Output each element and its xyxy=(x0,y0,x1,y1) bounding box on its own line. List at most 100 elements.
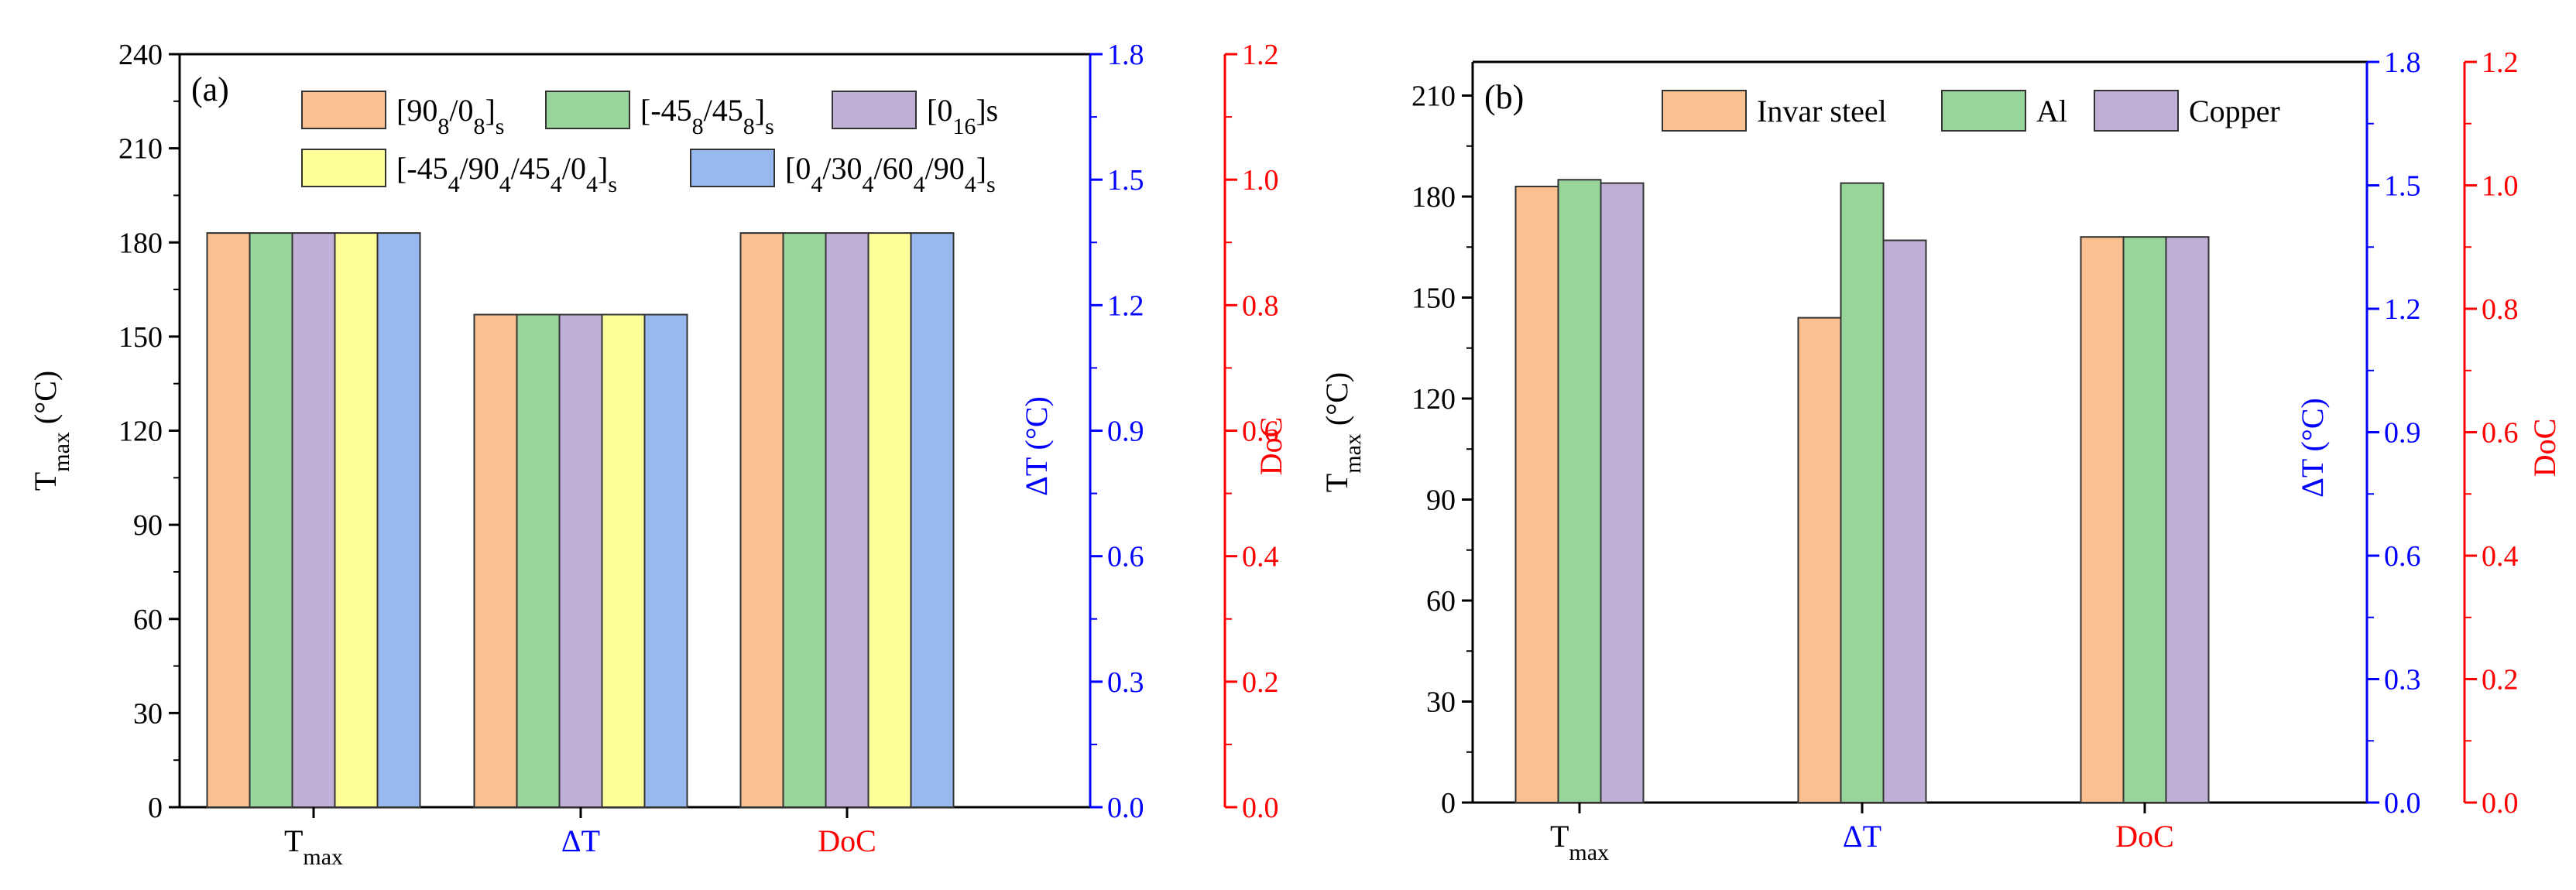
y3-tick-label: 0.0 xyxy=(2482,787,2519,820)
bar xyxy=(782,232,827,808)
legend-label-sub: 16 xyxy=(952,114,976,139)
legend-label-text: /0 xyxy=(449,93,473,128)
y3-tick-label: 0.0 xyxy=(1242,792,1279,824)
legend-label-sub: 8 xyxy=(743,114,755,139)
y3-tick-label: 0.2 xyxy=(1242,666,1279,699)
y3-tick-label: 0.2 xyxy=(2482,664,2519,697)
y-tick-label: 210 xyxy=(1411,80,1456,113)
legend-label-text: ]s xyxy=(976,93,998,128)
legend-swatch xyxy=(1662,90,1747,132)
y-axis-label-main: T xyxy=(1319,474,1354,492)
y-tick-label: 150 xyxy=(1411,282,1456,315)
y3-tick-label: 0.8 xyxy=(1242,289,1279,322)
x-tick-label: Tmax xyxy=(1550,819,1609,865)
bar xyxy=(739,232,784,808)
bar xyxy=(1557,179,1602,803)
bar xyxy=(1514,185,1559,803)
legend-label-text: [0 xyxy=(927,93,952,128)
y-tick-label: 90 xyxy=(133,509,163,542)
legend-swatch xyxy=(2094,90,2179,132)
legend-label-sub: 4 xyxy=(862,172,873,197)
y3-tick-label: 0.4 xyxy=(2482,540,2519,573)
x-tick-label: Tmax xyxy=(284,823,343,870)
legend-label-text: Copper xyxy=(2189,94,2280,128)
legend-label-sub: 4 xyxy=(965,172,976,197)
x-tick-label-main: DoC xyxy=(818,823,876,858)
legend-label: Copper xyxy=(2189,94,2280,128)
legend-label-sub: 4 xyxy=(811,172,822,197)
legend-label: [908/08]s xyxy=(396,93,504,139)
y3-axis-label: DoC xyxy=(1254,417,1288,476)
legend-label-sub: 4 xyxy=(448,172,460,197)
y-tick-label: 180 xyxy=(118,227,163,259)
legend-swatch xyxy=(545,91,630,129)
legend-label: [04/304/604/904]s xyxy=(785,151,996,197)
bar xyxy=(206,232,251,808)
y2-axis-label: ΔT (°C) xyxy=(1019,396,1054,496)
y2-tick-label: 1.5 xyxy=(2384,170,2421,203)
bar xyxy=(516,313,561,808)
legend-label-text: /60 xyxy=(873,151,913,186)
bar xyxy=(291,232,336,808)
legend-label-text: /45 xyxy=(511,151,551,186)
legend-swatch xyxy=(832,91,917,129)
y2-tick-label: 0.3 xyxy=(1107,666,1144,699)
y3-axis-label: DoC xyxy=(2527,419,2562,478)
x-tick-label-sub: max xyxy=(303,844,343,870)
bar xyxy=(1797,317,1842,804)
y-tick-label: 90 xyxy=(1426,484,1456,517)
bar xyxy=(1600,182,1645,804)
y2-axis-label: ΔT (°C) xyxy=(2295,398,2330,498)
legend-swatch xyxy=(690,149,775,187)
bar xyxy=(2080,236,2125,803)
y-axis-label-main: T xyxy=(28,472,63,491)
legend-label-text: /90 xyxy=(925,151,965,186)
y3-tick-label: 0.6 xyxy=(2482,417,2519,450)
y2-tick-label: 1.2 xyxy=(1107,289,1144,322)
legend-label-text: [-45 xyxy=(396,151,448,186)
x-tick-label: DoC xyxy=(818,823,876,858)
x-tick-label-main: T xyxy=(284,823,303,858)
x-tick-label: ΔT xyxy=(561,823,600,858)
legend-label-sub: s xyxy=(765,114,774,139)
legend-label-text: ] xyxy=(755,93,765,128)
x-tick-label: ΔT xyxy=(1843,819,1881,854)
y3-tick-label: 1.0 xyxy=(2482,170,2519,203)
y-tick-label: 0 xyxy=(1441,787,1456,820)
bar xyxy=(1840,182,1885,804)
y-axis-label-unit: (°C) xyxy=(1319,372,1354,433)
y-tick-label: 30 xyxy=(133,697,163,730)
y-tick-label: 30 xyxy=(1426,686,1456,719)
y3-tick-label: 0.4 xyxy=(1242,541,1279,573)
bar xyxy=(473,313,518,808)
x-tick-label-sub: max xyxy=(1569,840,1609,865)
legend-label-text: [-45 xyxy=(640,93,692,128)
legend-label: Invar steel xyxy=(1757,94,1887,128)
y-tick-label: 180 xyxy=(1411,181,1456,214)
legend-label-sub: 8 xyxy=(437,114,449,139)
y-axis-label-sub: max xyxy=(49,432,74,472)
legend-label-text: /30 xyxy=(822,151,862,186)
bar xyxy=(867,232,912,808)
legend-label-text: /0 xyxy=(562,151,586,186)
legend-label-sub: 4 xyxy=(499,172,511,197)
y-tick-label: 60 xyxy=(133,604,163,636)
legend-swatch xyxy=(301,149,386,187)
y2-tick-label: 0.6 xyxy=(2384,540,2421,573)
x-tick-label-main: ΔT xyxy=(561,823,600,858)
y3-tick-label: 1.0 xyxy=(1242,164,1279,197)
legend-swatch xyxy=(301,91,386,129)
x-tick-label: DoC xyxy=(2115,819,2174,854)
y-axis-label: Tmax (°C) xyxy=(1319,372,1366,492)
y2-tick-label: 0.0 xyxy=(1107,792,1144,824)
y2-tick-label: 0.9 xyxy=(1107,416,1144,448)
legend-label-text: [0 xyxy=(785,151,811,186)
bar xyxy=(2165,236,2210,803)
legend-swatch xyxy=(1941,90,2026,132)
legend-label: [016]s xyxy=(927,93,998,139)
bar xyxy=(643,313,688,808)
x-tick-label-main: ΔT xyxy=(1843,819,1881,854)
legend-label-sub: 4 xyxy=(551,172,562,197)
bar xyxy=(558,313,603,808)
